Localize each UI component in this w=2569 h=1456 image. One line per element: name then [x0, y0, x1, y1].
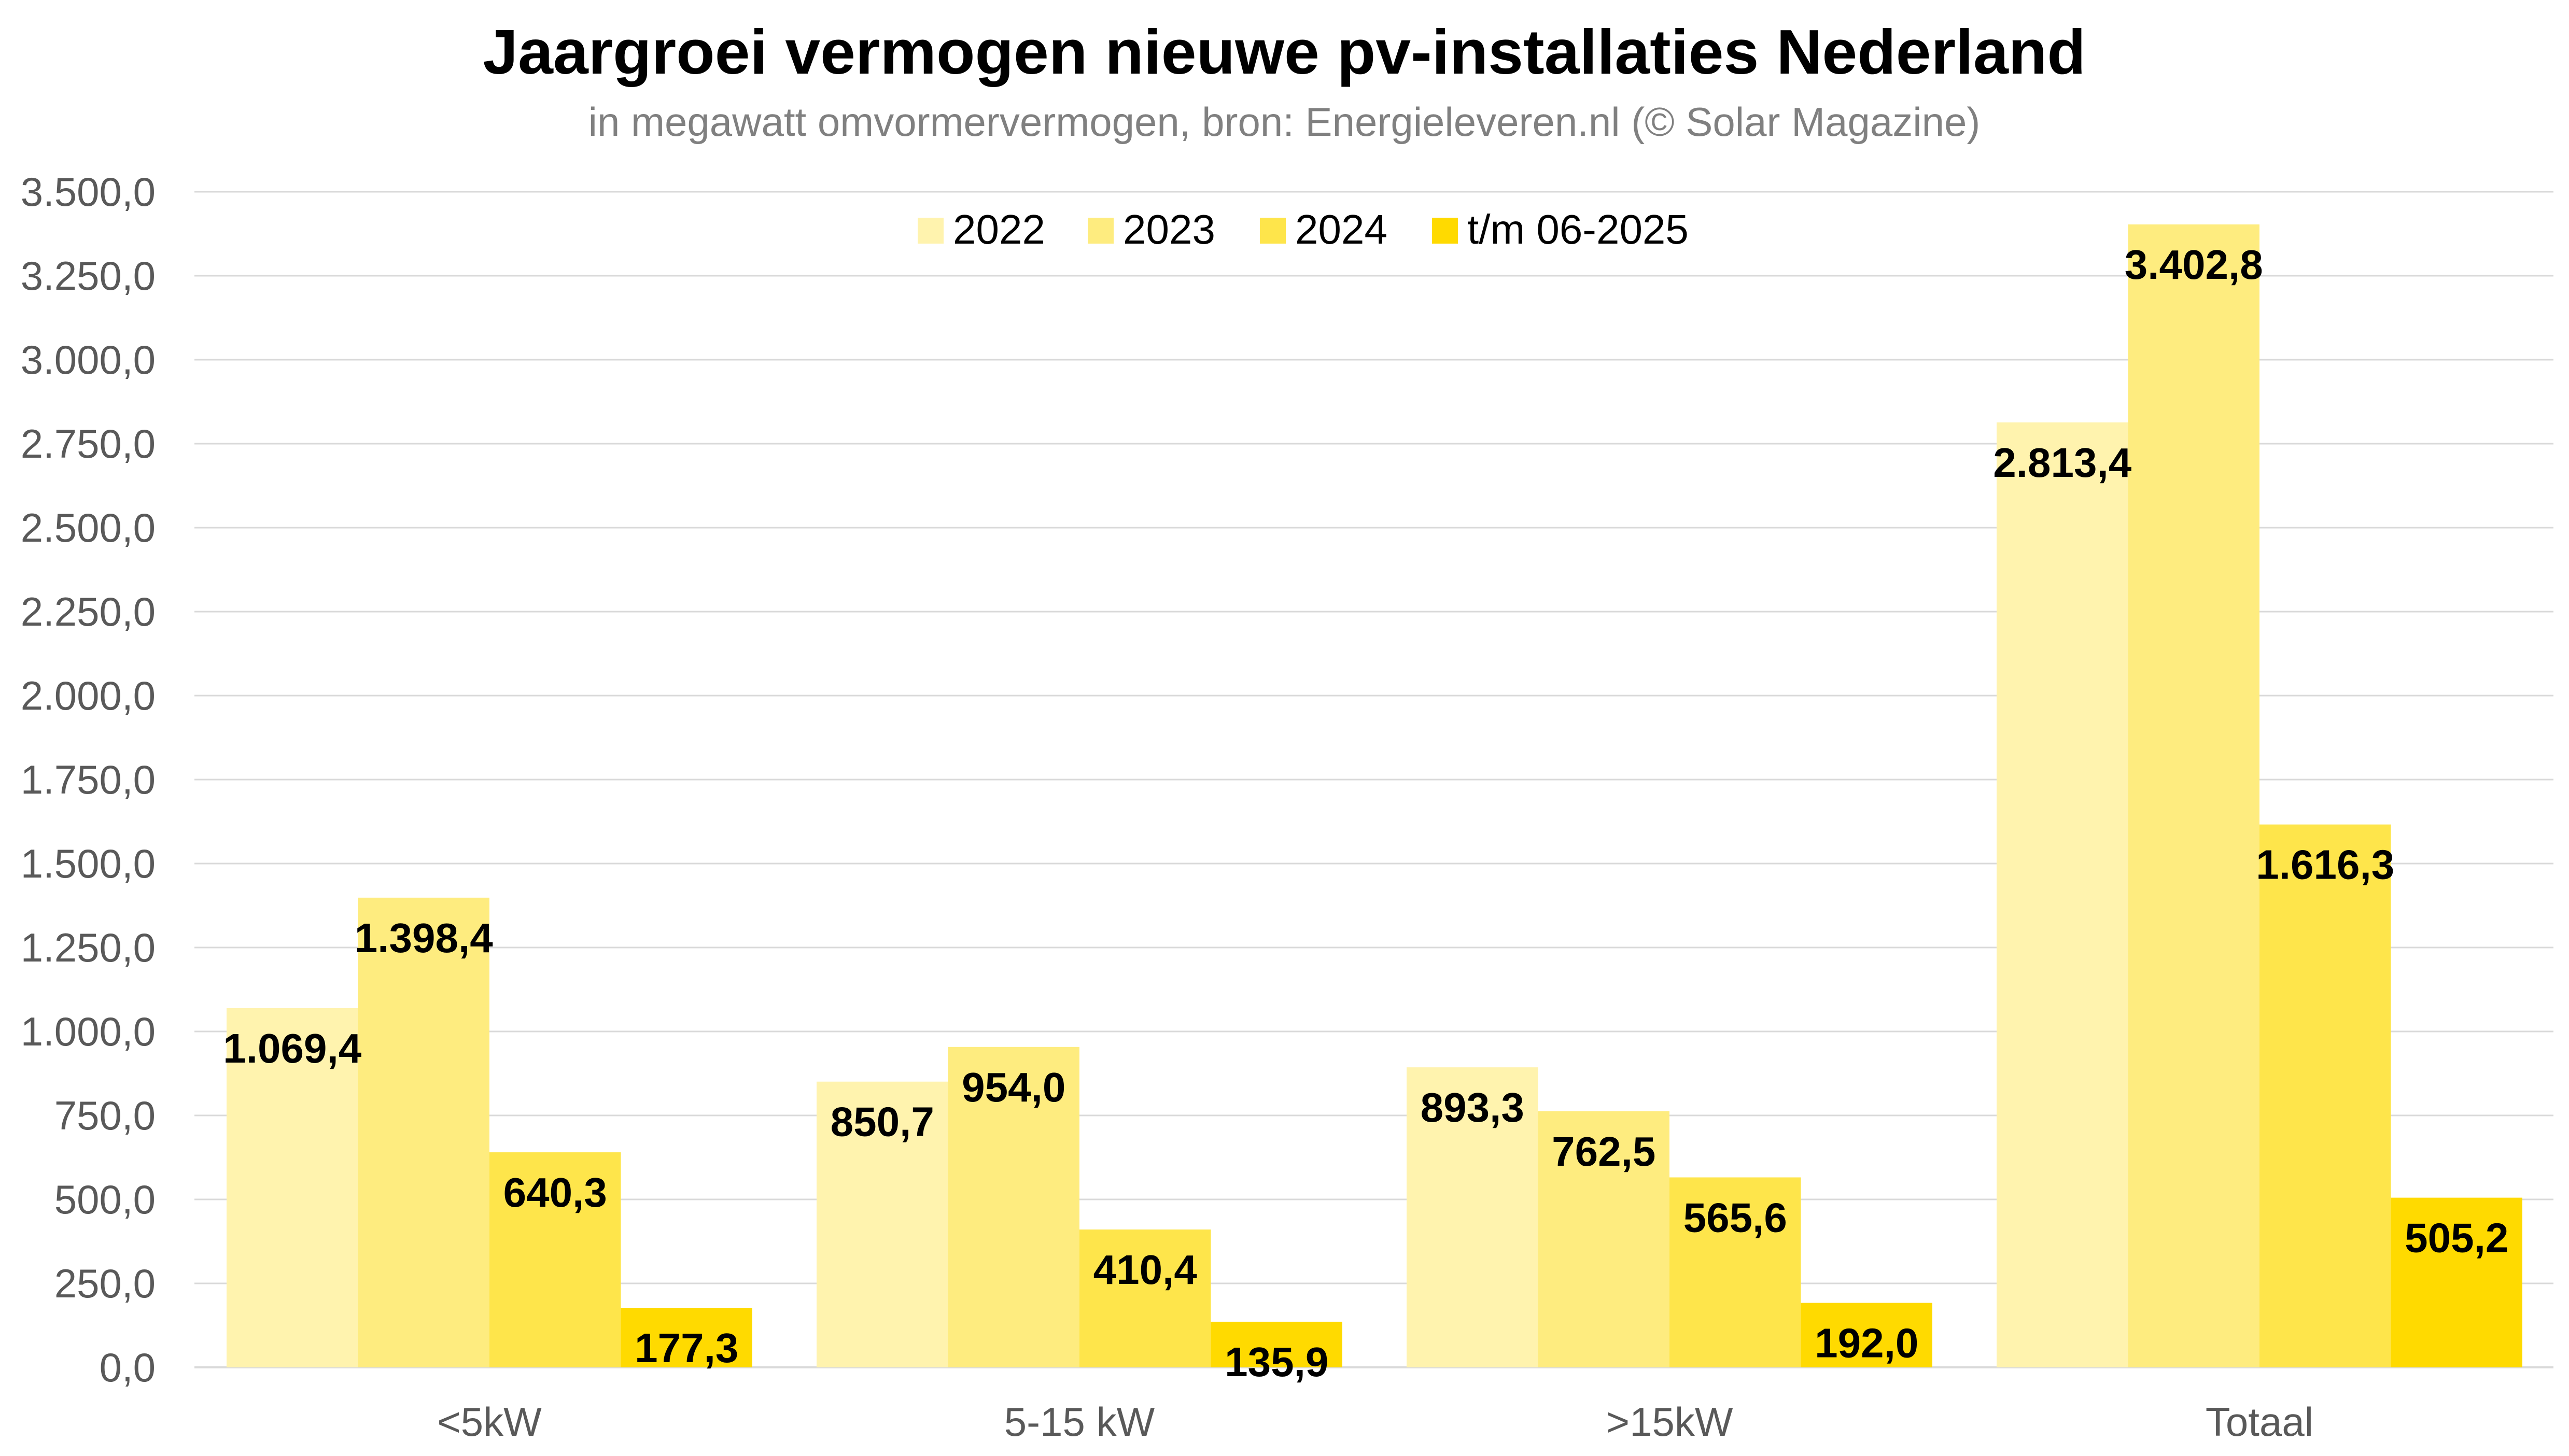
data-label: 954,0 — [962, 1064, 1065, 1110]
x-axis-categories: <5kW 5-15 kW >15kW Totaal — [437, 1399, 2313, 1445]
data-label: 505,2 — [2405, 1215, 2508, 1261]
bar — [1407, 1067, 1538, 1367]
data-label: 1.069,4 — [223, 1025, 361, 1071]
legend-swatch — [1088, 218, 1114, 244]
bar — [2128, 224, 2259, 1367]
legend-swatch — [918, 218, 944, 244]
data-label: 192,0 — [1815, 1320, 1918, 1366]
bar — [1669, 1177, 1801, 1367]
data-label: 640,3 — [503, 1169, 607, 1215]
y-tick-label: 3.250,0 — [21, 253, 156, 299]
y-tick-label: 1.000,0 — [21, 1009, 156, 1054]
legend-swatch — [1260, 218, 1286, 244]
legend: 2022 2023 2024 t/m 06-2025 — [918, 206, 1689, 252]
bar — [227, 1008, 358, 1367]
y-tick-label: 1.500,0 — [21, 841, 156, 886]
y-tick-label: 0,0 — [100, 1345, 156, 1390]
data-label: 135,9 — [1225, 1339, 1328, 1385]
data-labels: 1.069,4 1.398,4 640,3 177,3 850,7 954,0 410,4 1… — [223, 242, 2508, 1385]
y-tick-label: 3.000,0 — [21, 337, 156, 383]
data-label: 850,7 — [831, 1099, 934, 1145]
bar — [817, 1081, 948, 1367]
y-tick-label: 1.250,0 — [21, 925, 156, 970]
data-label: 3.402,8 — [2125, 242, 2263, 288]
data-label: 762,5 — [1552, 1128, 1655, 1175]
chart-title: Jaargroei vermogen nieuwe pv-installatie… — [483, 17, 2086, 87]
data-label: 410,4 — [1093, 1247, 1198, 1293]
legend-label: t/m 06-2025 — [1467, 206, 1689, 252]
y-tick-label: 2.250,0 — [21, 589, 156, 634]
x-category-label: <5kW — [437, 1399, 542, 1445]
legend-label: 2024 — [1295, 206, 1387, 252]
bar — [1079, 1229, 1211, 1367]
bar — [2391, 1197, 2522, 1367]
x-category-label: >15kW — [1606, 1399, 1733, 1445]
bars — [227, 224, 2522, 1368]
bar — [1801, 1303, 1932, 1367]
data-label: 177,3 — [635, 1325, 738, 1371]
x-category-label: 5-15 kW — [1004, 1399, 1155, 1445]
y-tick-label: 2.750,0 — [21, 421, 156, 467]
bar — [2259, 824, 2391, 1367]
data-label: 565,6 — [1683, 1194, 1787, 1240]
data-label: 1.616,3 — [2256, 842, 2394, 888]
bar — [948, 1047, 1079, 1367]
y-tick-label: 2.500,0 — [21, 505, 156, 550]
y-tick-label: 250,0 — [54, 1261, 156, 1306]
data-label: 2.813,4 — [1993, 440, 2131, 486]
y-tick-label: 500,0 — [54, 1177, 156, 1222]
legend-label: 2022 — [953, 206, 1045, 252]
y-tick-label: 1.750,0 — [21, 757, 156, 802]
y-tick-label: 2.000,0 — [21, 673, 156, 718]
bar — [1997, 422, 2128, 1368]
x-category-label: Totaal — [2206, 1399, 2313, 1445]
bar — [621, 1308, 752, 1367]
bar — [1211, 1321, 1342, 1367]
data-label: 1.398,4 — [355, 915, 493, 961]
bar — [1538, 1111, 1669, 1367]
legend-label: 2023 — [1123, 206, 1215, 252]
bar — [358, 897, 489, 1367]
bar — [489, 1152, 621, 1367]
y-tick-label: 750,0 — [54, 1093, 156, 1138]
data-label: 893,3 — [1421, 1084, 1524, 1130]
chart-subtitle: in megawatt omvormervermogen, bron: Ener… — [588, 99, 1981, 145]
legend-swatch — [1432, 218, 1458, 244]
y-axis-ticks: 0,0 250,0 500,0 750,0 1.000,0 1.250,0 1.500,0 1… — [21, 169, 156, 1390]
y-tick-label: 3.500,0 — [21, 169, 156, 215]
